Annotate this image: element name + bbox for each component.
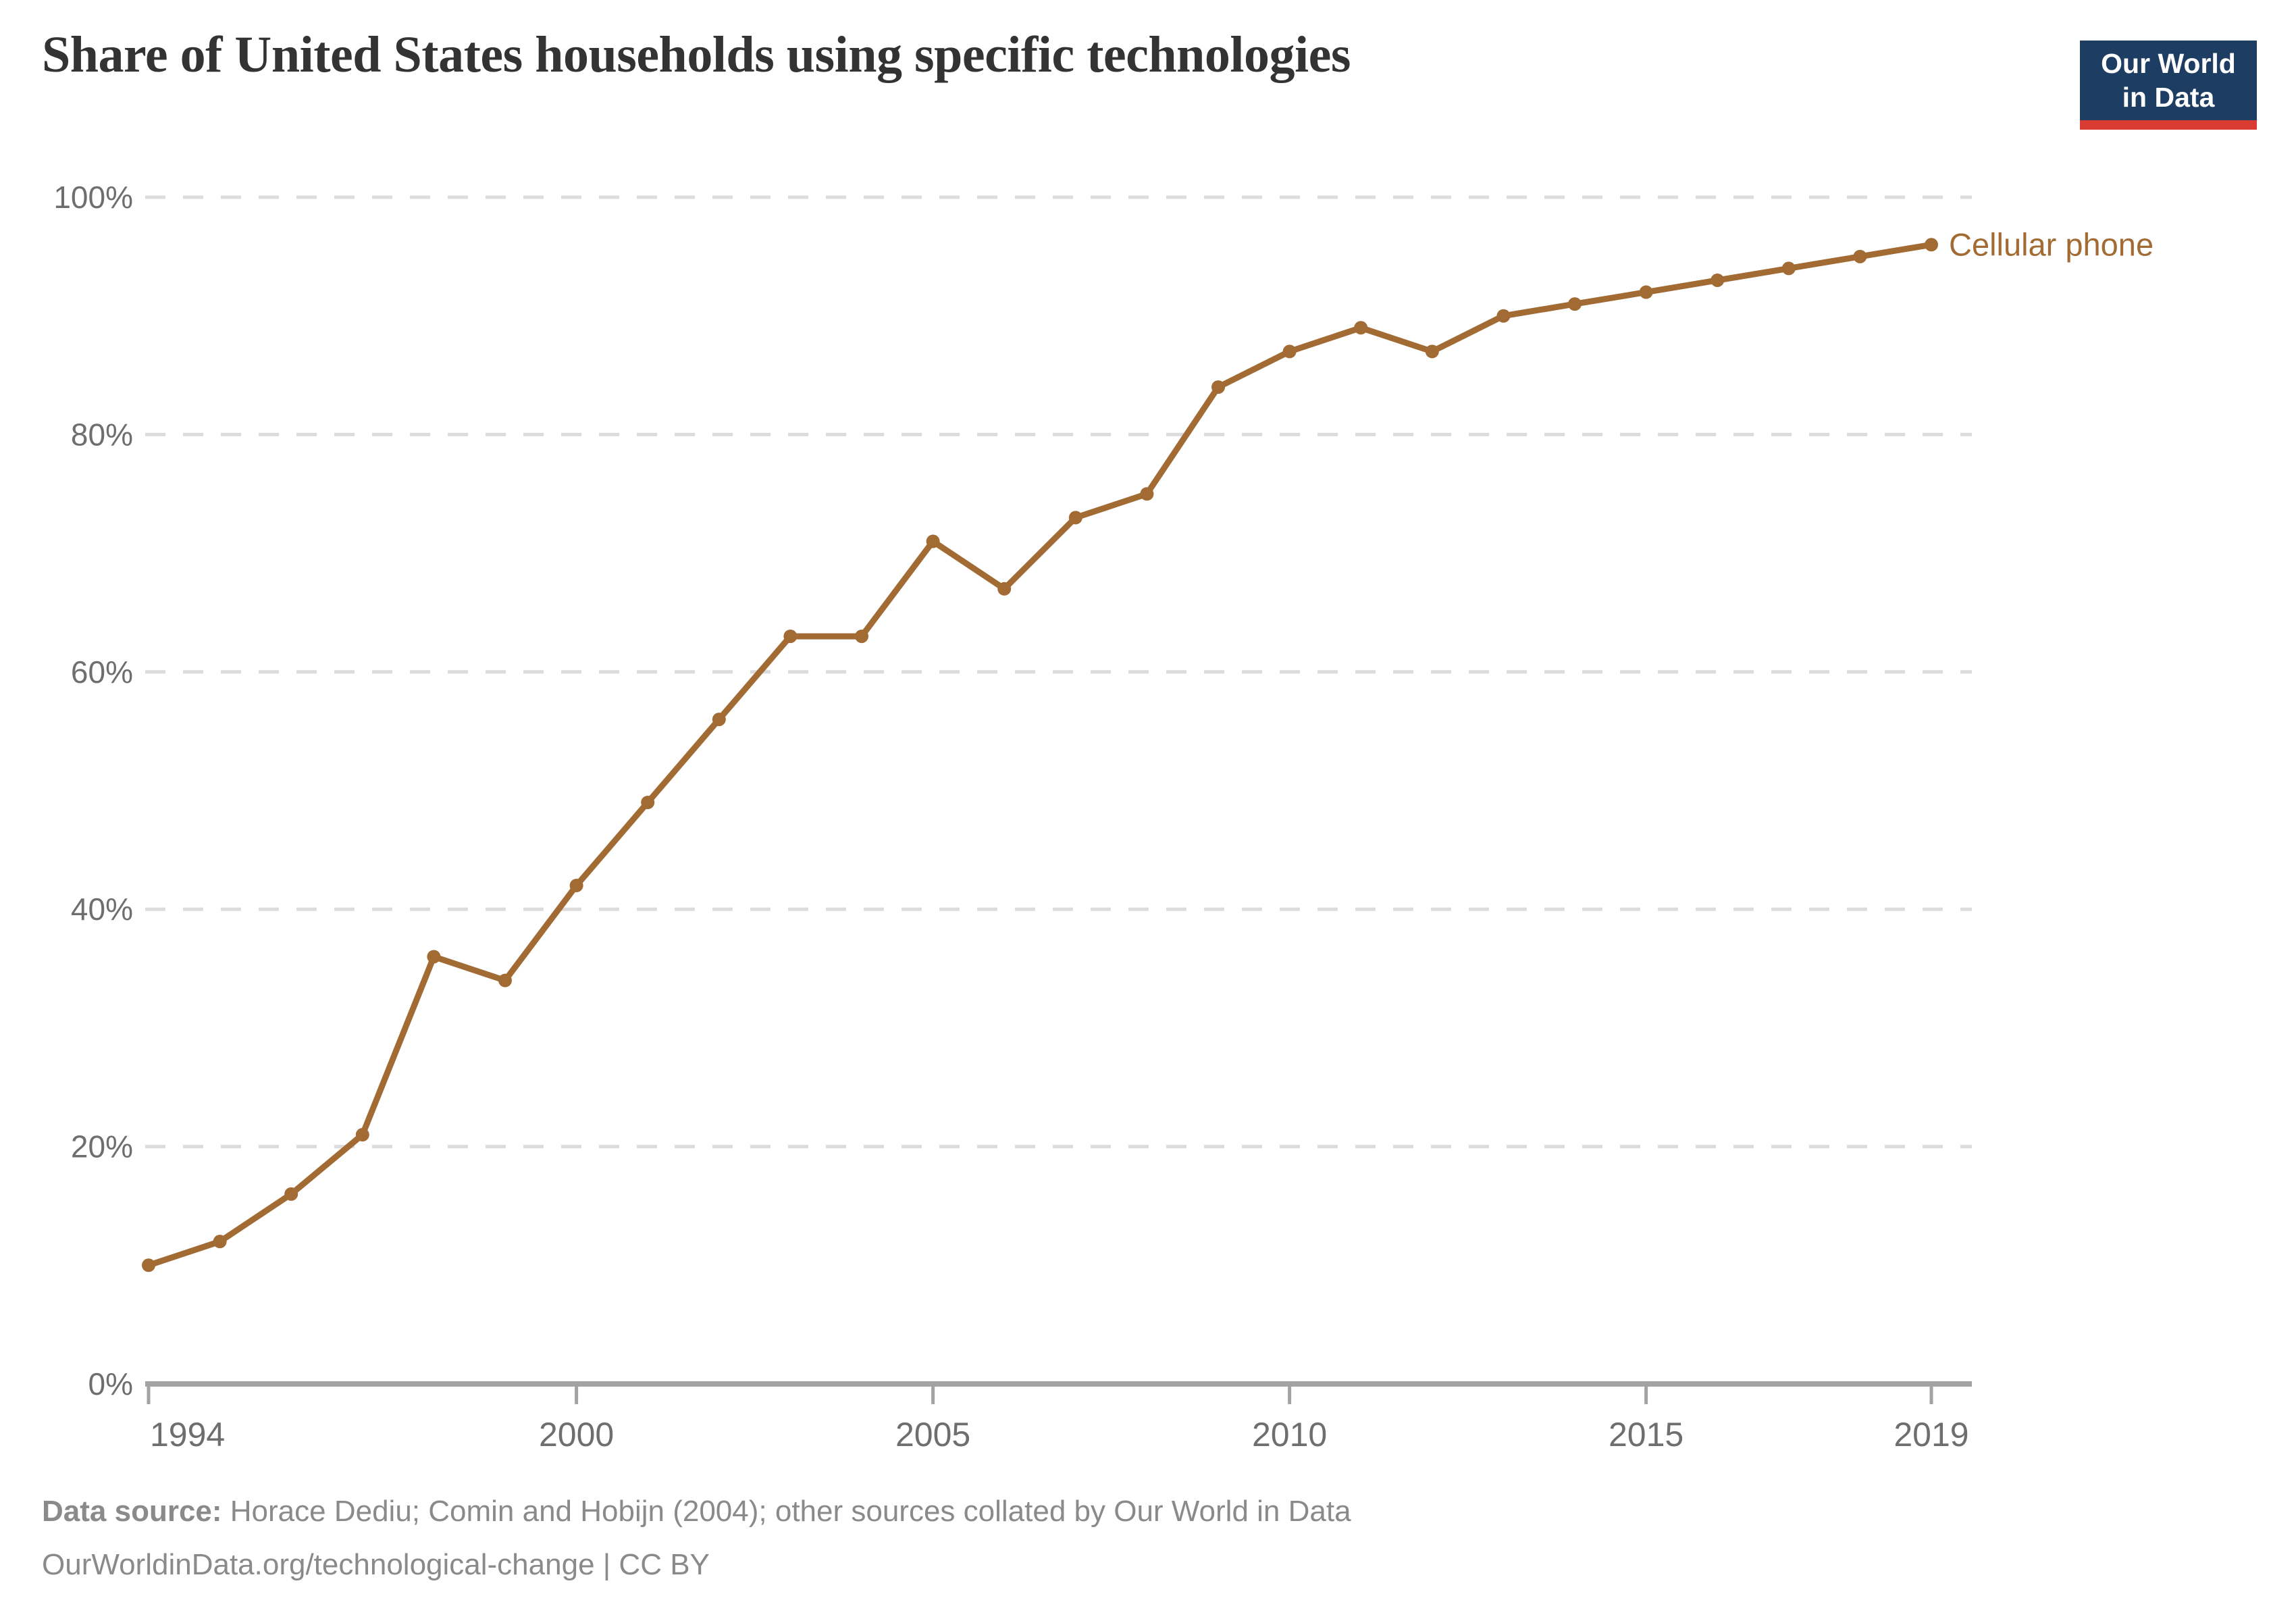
y-axis-tick-label: 80%: [71, 417, 133, 452]
data-source-text: Horace Dediu; Comin and Hobijn (2004); o…: [221, 1495, 1351, 1528]
data-point-2019: [1925, 238, 1938, 252]
page-title: Share of United States households using …: [42, 26, 1351, 83]
data-point-2015: [1639, 285, 1653, 299]
data-point-2001: [641, 796, 655, 810]
x-axis-tick-label: 2005: [895, 1416, 970, 1453]
data-source-line: Data source: Horace Dediu; Comin and Hob…: [42, 1485, 1351, 1538]
y-axis-tick-label: 60%: [71, 654, 133, 690]
data-point-1997: [355, 1128, 369, 1142]
data-point-2012: [1425, 344, 1439, 359]
series-label: Cellular phone: [1949, 226, 2154, 262]
data-source-label: Data source:: [42, 1495, 222, 1528]
citation-line: OurWorldinData.org/technological-change …: [42, 1548, 710, 1582]
logo-line-2: in Data: [2122, 82, 2215, 113]
data-point-2004: [855, 629, 868, 644]
x-axis-tick-label: 2000: [539, 1416, 614, 1453]
data-point-2016: [1711, 273, 1725, 287]
data-point-1994: [142, 1258, 155, 1272]
data-point-2018: [1853, 249, 1867, 263]
data-point-2017: [1781, 261, 1796, 276]
x-axis-tick-label: 2019: [1894, 1416, 1968, 1453]
data-point-2005: [926, 534, 940, 548]
y-axis-tick-label: 100%: [53, 180, 133, 215]
owid-logo: Our World in Data: [2080, 41, 2257, 130]
data-point-2009: [1211, 380, 1225, 394]
logo-line-1: Our World: [2101, 47, 2236, 79]
y-axis-tick-label: 0%: [88, 1366, 133, 1401]
data-point-1999: [498, 973, 512, 987]
x-axis-tick-label: 2010: [1252, 1416, 1327, 1453]
data-point-2002: [712, 713, 726, 727]
data-point-1996: [284, 1187, 298, 1201]
data-point-2007: [1068, 511, 1082, 525]
data-point-2000: [569, 879, 583, 893]
y-axis-tick-label: 40%: [71, 892, 133, 927]
y-axis-tick-label: 20%: [71, 1129, 133, 1164]
data-point-2011: [1354, 321, 1368, 335]
x-axis-tick-label: 1994: [150, 1416, 225, 1453]
x-axis-tick-label: 2015: [1609, 1416, 1684, 1453]
data-point-1998: [427, 950, 441, 964]
data-point-2003: [783, 629, 798, 644]
data-point-2006: [997, 582, 1012, 596]
chart-footer: Data source: Horace Dediu; Comin and Hob…: [42, 1485, 1351, 1591]
data-point-1995: [213, 1235, 227, 1249]
data-point-2008: [1140, 487, 1154, 501]
data-point-2013: [1496, 309, 1511, 323]
data-line: [145, 241, 1935, 1268]
data-point-2010: [1282, 344, 1297, 359]
data-point-2014: [1568, 297, 1582, 311]
